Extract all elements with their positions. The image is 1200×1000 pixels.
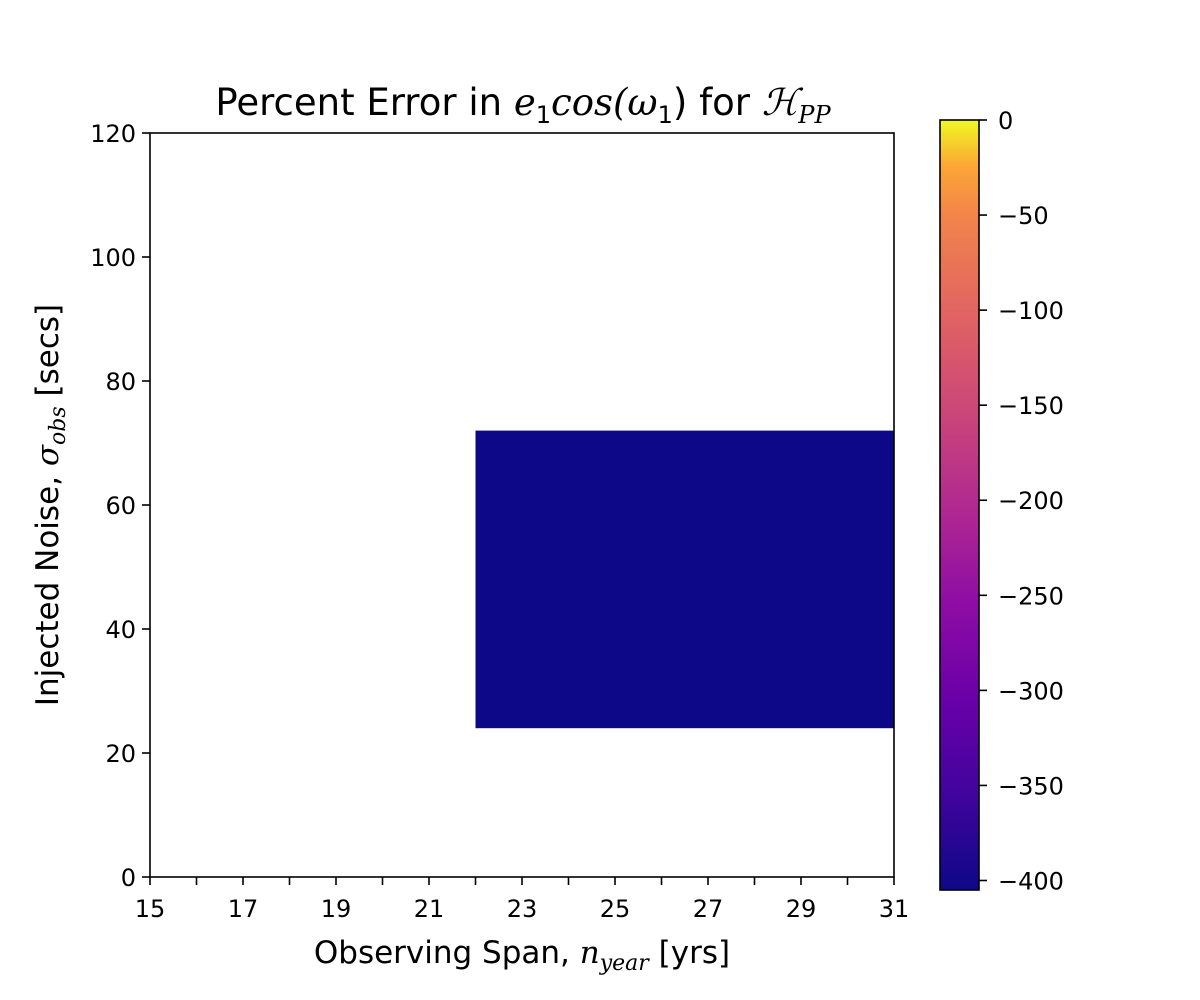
x-axis-ticks: 15 17 19 21 23 25 27 29 31	[135, 877, 910, 923]
x-tick-label: 27	[693, 895, 724, 923]
plot-area: 15 17 19 21 23 25 27 29 31 0 20 40 60 80 100 120	[90, 120, 909, 923]
y-tick-label: 20	[105, 740, 136, 768]
y-tick-label: 100	[90, 244, 136, 272]
colorbar-tick-label: −50	[998, 202, 1049, 230]
x-tick-label: 29	[786, 895, 817, 923]
colorbar-ticks: 0 −50 −100 −150 −200 −250 −300 −350 −400	[979, 107, 1064, 895]
y-axis-label: Injected Noise, σobs [secs]	[30, 304, 71, 706]
y-tick-label: 120	[90, 120, 136, 148]
x-tick-label: 25	[600, 895, 631, 923]
colorbar-tick-label: −300	[998, 677, 1064, 705]
heatmap-cells	[475, 430, 894, 729]
y-tick-label: 80	[105, 368, 136, 396]
colorbar: 0 −50 −100 −150 −200 −250 −300 −350 −400	[939, 107, 1064, 895]
x-tick-label: 15	[135, 895, 166, 923]
colorbar-tick-label: −350	[998, 772, 1064, 800]
chart-title: Percent Error in e1cos(ω1) for ℋPP	[215, 81, 831, 129]
y-tick-label: 0	[121, 864, 136, 892]
colorbar-tick-label: −200	[998, 487, 1064, 515]
x-tick-label: 21	[414, 895, 445, 923]
y-tick-label: 60	[105, 492, 136, 520]
y-axis-ticks: 0 20 40 60 80 100 120	[90, 120, 150, 892]
colorbar-gradient	[939, 119, 980, 891]
x-tick-label: 31	[879, 895, 910, 923]
colorbar-tick-label: −150	[998, 392, 1064, 420]
colorbar-tick-label: −100	[998, 297, 1064, 325]
y-tick-label: 40	[105, 616, 136, 644]
colorbar-tick-label: 0	[998, 107, 1013, 135]
colorbar-tick-label: −250	[998, 582, 1064, 610]
x-axis-label: Observing Span, nyear [yrs]	[314, 935, 730, 976]
x-tick-label: 19	[321, 895, 352, 923]
x-tick-label: 23	[507, 895, 538, 923]
x-tick-label: 17	[228, 895, 259, 923]
heatmap-cell	[475, 430, 894, 729]
colorbar-tick-label: −400	[998, 867, 1064, 895]
